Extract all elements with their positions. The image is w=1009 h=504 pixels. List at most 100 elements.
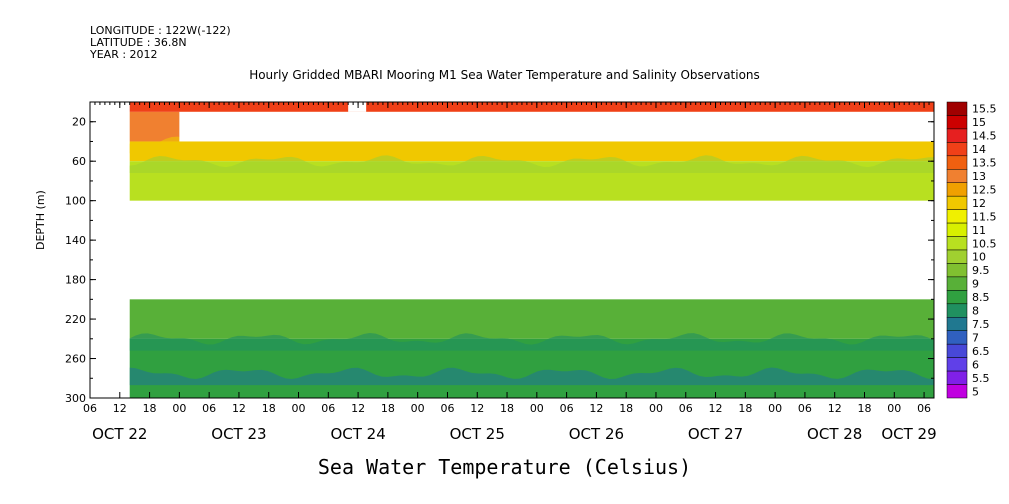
colorbar-label-6: 12.5	[972, 183, 997, 196]
date-label-1: OCT 23	[211, 425, 266, 443]
colorbar-swatch-14	[946, 290, 968, 305]
colorbar-swatch-17	[946, 330, 968, 345]
x-tick-label-3: 00	[172, 402, 186, 415]
x-tick-label-18: 18	[619, 402, 633, 415]
x-tick-label-13: 12	[470, 402, 484, 415]
colorbar-label-7: 12	[972, 197, 986, 210]
colorbar-label-20: 5.5	[972, 372, 990, 385]
colorbar-swatch-13	[946, 276, 968, 291]
colorbar-label-13: 9	[972, 278, 979, 291]
date-label-0: OCT 22	[92, 425, 147, 443]
latitude-label: LATITUDE : 36.8N	[90, 36, 187, 49]
colorbar-swatch-7	[946, 195, 968, 210]
texture-band-2	[129, 332, 934, 351]
date-label-7: OCT 29	[881, 425, 936, 443]
year-label: YEAR : 2012	[90, 48, 158, 61]
colorbar-swatch-16	[946, 317, 968, 331]
colorbar-swatch-18	[946, 343, 968, 358]
colorbar-variable-title: Sea Water Temperature (Celsius)	[317, 455, 692, 479]
colorbar-label-17: 7	[972, 331, 979, 344]
date-label-5: OCT 27	[688, 425, 743, 443]
colorbar-label-1: 15	[972, 116, 986, 129]
x-tick-label-24: 06	[798, 402, 812, 415]
colorbar-label-15: 8	[972, 305, 979, 318]
y-tick-label-5: 220	[65, 313, 86, 326]
colorbar-label-5: 13	[972, 170, 986, 183]
colorbar-swatch-6	[946, 182, 968, 197]
x-tick-label-19: 00	[649, 402, 663, 415]
colorbar-label-18: 6.5	[972, 345, 990, 358]
y-tick-label-6: 260	[65, 353, 86, 366]
colorbar-label-16: 7.5	[972, 318, 990, 331]
x-tick-label-6: 18	[262, 402, 276, 415]
x-tick-label-4: 06	[202, 402, 216, 415]
data-layer-0	[129, 102, 934, 112]
colorbar-swatch-4	[946, 155, 968, 170]
colorbar-label-2: 14.5	[972, 130, 997, 143]
date-label-2: OCT 24	[330, 425, 385, 443]
colorbar-swatch-3	[946, 142, 968, 157]
texture-band-1	[129, 155, 934, 174]
date-label-6: OCT 28	[807, 425, 862, 443]
x-tick-label-11: 00	[411, 402, 425, 415]
colorbar-label-9: 11	[972, 224, 986, 237]
colorbar-label-19: 6	[972, 358, 979, 371]
y-tick-label-2: 100	[65, 195, 86, 208]
colorbar-swatch-9	[946, 222, 968, 237]
x-tick-label-16: 06	[560, 402, 574, 415]
colorbar-label-21: 5	[972, 385, 979, 398]
x-tick-label-1: 12	[113, 402, 127, 415]
date-label-4: OCT 26	[569, 425, 624, 443]
x-tick-label-17: 12	[589, 402, 603, 415]
texture-band-3	[129, 367, 934, 386]
colorbar-label-14: 8.5	[972, 291, 990, 304]
x-tick-label-7: 00	[292, 402, 306, 415]
x-tick-label-9: 12	[351, 402, 365, 415]
colorbar-swatch-15	[946, 303, 968, 318]
x-tick-label-23: 00	[768, 402, 782, 415]
colorbar-swatch-21	[946, 384, 968, 399]
x-tick-label-15: 00	[530, 402, 544, 415]
x-tick-label-21: 12	[709, 402, 723, 415]
colorbar-swatch-10	[946, 236, 968, 251]
longitude-label: LONGITUDE : 122W(-122)	[90, 24, 231, 37]
colorbar-label-0: 15.5	[972, 103, 997, 116]
data-layer-4	[129, 299, 934, 339]
y-tick-label-1: 60	[72, 155, 86, 168]
x-tick-label-10: 18	[381, 402, 395, 415]
colorbar-swatch-11	[946, 249, 968, 264]
colorbar-swatch-8	[946, 209, 968, 224]
colorbar-label-4: 13.5	[972, 157, 997, 170]
colorbar-swatch-19	[946, 357, 968, 372]
y-tick-label-3: 140	[65, 234, 86, 247]
colorbar-swatch-5	[946, 169, 968, 183]
colorbar-swatch-12	[946, 263, 968, 278]
x-tick-label-12: 06	[440, 402, 454, 415]
x-tick-label-20: 06	[679, 402, 693, 415]
colorbar-label-8: 11.5	[972, 210, 997, 223]
y-tick-label-7: 300	[65, 392, 86, 405]
colorbar-swatch-0	[946, 101, 968, 116]
date-label-3: OCT 25	[450, 425, 505, 443]
x-tick-label-8: 06	[321, 402, 335, 415]
x-tick-label-27: 00	[887, 402, 901, 415]
colorbar-label-3: 14	[972, 143, 986, 156]
x-tick-label-28: 06	[917, 402, 931, 415]
y-tick-label-0: 20	[72, 116, 86, 129]
x-tick-label-14: 18	[500, 402, 514, 415]
x-tick-label-22: 18	[738, 402, 752, 415]
chart-title: Hourly Gridded MBARI Mooring M1 Sea Wate…	[249, 68, 760, 82]
missing-data-upper	[179, 111, 935, 142]
x-tick-label-2: 18	[143, 402, 157, 415]
x-tick-label-25: 12	[828, 402, 842, 415]
x-tick-label-5: 12	[232, 402, 246, 415]
x-tick-label-0: 06	[83, 402, 97, 415]
missing-data-surface	[348, 102, 367, 112]
colorbar-label-11: 10	[972, 251, 986, 264]
colorbar-label-12: 9.5	[972, 264, 990, 277]
colorbar-swatch-1	[946, 115, 968, 130]
colorbar-swatch-20	[946, 370, 968, 385]
x-tick-label-26: 18	[857, 402, 871, 415]
colorbar-swatch-2	[946, 128, 968, 143]
